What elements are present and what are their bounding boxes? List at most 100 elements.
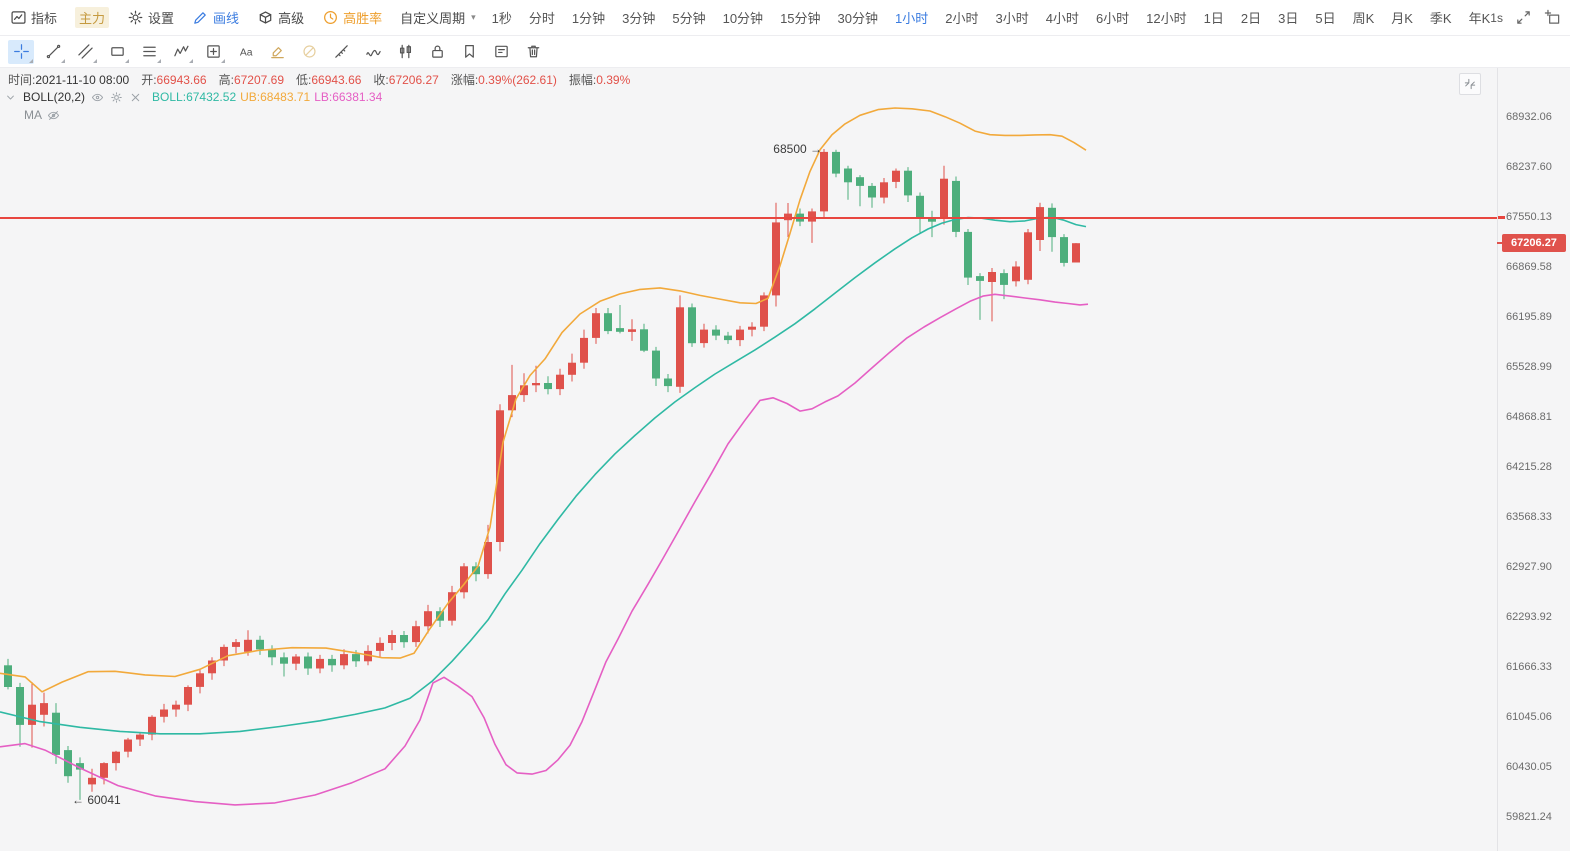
timeframe-月K[interactable]: 月K bbox=[1391, 11, 1413, 26]
wave-pattern-tool[interactable] bbox=[168, 40, 194, 64]
timeframe-1日[interactable]: 1日 bbox=[1203, 11, 1224, 26]
rectangle-tool[interactable] bbox=[104, 40, 130, 64]
candle-body bbox=[676, 307, 684, 387]
candle-body bbox=[496, 410, 504, 542]
alert-line-tick bbox=[1498, 216, 1505, 220]
candle-body bbox=[580, 337, 588, 363]
toolbar-item-draw-line[interactable]: 画线 bbox=[192, 8, 239, 27]
dropdown-corner bbox=[189, 58, 193, 63]
timeframe-5分钟[interactable]: 5分钟 bbox=[672, 11, 706, 26]
freehand-icon bbox=[365, 49, 381, 57]
candle-body bbox=[1072, 243, 1080, 263]
freehand-tool[interactable] bbox=[360, 40, 386, 64]
timeframe-6小时[interactable]: 6小时 bbox=[1095, 11, 1130, 26]
boll-indicator-row: BOLL(20,2) BOLL:67432.52 UB:68483.71 LB:66… bbox=[4, 90, 382, 104]
toolbar-item-indicator[interactable]: 指标 bbox=[10, 8, 57, 27]
order-note-icon bbox=[494, 45, 508, 58]
fullscreen-icon[interactable] bbox=[1515, 9, 1532, 26]
ruler-icon bbox=[334, 45, 348, 58]
marker-pen-tool[interactable] bbox=[264, 40, 290, 64]
timeframe-季K[interactable]: 季K bbox=[1429, 11, 1452, 26]
timeframe-1秒[interactable]: 1秒 bbox=[491, 11, 512, 26]
timeframe-4小时[interactable]: 4小时 bbox=[1045, 11, 1079, 26]
candle-body bbox=[232, 642, 240, 647]
candle-body bbox=[244, 639, 252, 652]
candle-body bbox=[712, 329, 720, 336]
candle-body bbox=[556, 374, 564, 390]
axis-label: 64215.28 bbox=[1506, 460, 1552, 473]
text-tool[interactable]: Aa bbox=[232, 40, 258, 64]
crosshair-tool[interactable] bbox=[8, 39, 34, 64]
gear-icon[interactable] bbox=[110, 91, 123, 104]
order-note-tool[interactable] bbox=[488, 40, 514, 64]
timeframe-年K[interactable]: 年K bbox=[1468, 11, 1491, 26]
add-window-icon[interactable] bbox=[1544, 9, 1561, 26]
chevron-down-icon: ▾ bbox=[471, 12, 476, 22]
cube-icon bbox=[259, 11, 272, 24]
candle-body bbox=[1048, 207, 1056, 238]
timeframe-周K[interactable]: 周K bbox=[1352, 11, 1375, 26]
toolbar-item-custom-period[interactable]: 自定义周期 ▾ bbox=[400, 11, 476, 26]
reset-view-button[interactable] bbox=[1459, 73, 1481, 95]
timeframe-10分钟[interactable]: 10分钟 bbox=[722, 11, 764, 26]
eraser-tool[interactable] bbox=[296, 40, 322, 64]
timeframe-1分钟[interactable]: 1分钟 bbox=[571, 11, 606, 26]
delete-tool[interactable] bbox=[520, 40, 546, 64]
candle-body bbox=[448, 592, 456, 621]
candle-body bbox=[832, 151, 840, 174]
close-icon[interactable] bbox=[129, 91, 142, 104]
kline-pattern-icon bbox=[399, 44, 411, 59]
candle-body bbox=[964, 231, 972, 278]
timeframe-12小时[interactable]: 12小时 bbox=[1146, 11, 1187, 26]
parallel-lines-tool[interactable] bbox=[72, 40, 98, 64]
candlestick-chart[interactable]: 68500 → ← 60041 bbox=[0, 68, 1497, 851]
lock-tool[interactable] bbox=[424, 40, 450, 64]
candle-body bbox=[220, 646, 228, 661]
eye-icon[interactable] bbox=[91, 91, 104, 104]
timeframe-30分钟[interactable]: 30分钟 bbox=[837, 11, 878, 26]
candle-body bbox=[64, 750, 72, 777]
text-icon: Aa bbox=[239, 47, 252, 58]
timeframe-1小时[interactable]: 1小时 bbox=[895, 11, 929, 26]
candle-body bbox=[592, 313, 600, 338]
chevron-down-icon[interactable] bbox=[4, 91, 17, 104]
pencil-icon bbox=[194, 12, 206, 24]
ruler-tool[interactable] bbox=[328, 40, 354, 64]
measure-grid-tool[interactable] bbox=[200, 40, 226, 64]
toolbar-item-main-force[interactable]: 主力 bbox=[75, 7, 110, 28]
candle-body bbox=[544, 383, 552, 390]
timeframe-5日[interactable]: 5日 bbox=[1315, 11, 1336, 26]
dropdown-corner bbox=[61, 58, 65, 63]
candles bbox=[4, 149, 1080, 800]
chart-area[interactable]: 68500 → ← 60041 时间:2021-11-10 08:00 开:6694… bbox=[0, 68, 1570, 851]
candle-body bbox=[412, 626, 420, 643]
timeframe-15分钟[interactable]: 15分钟 bbox=[780, 11, 821, 26]
timeframe-3分钟[interactable]: 3分钟 bbox=[622, 11, 656, 26]
top-toolbar: 指标 主力 设置 画线 高级 高胜率 自定义周期 ▾ 1秒 分时 1分钟 3分钟 5分钟 10分钟 15分… bbox=[0, 0, 1570, 36]
candle-body bbox=[700, 329, 708, 344]
candle-body bbox=[136, 734, 144, 740]
kline-pattern-tool[interactable] bbox=[392, 40, 418, 64]
candle-body bbox=[736, 329, 744, 341]
toolbar-item-settings[interactable]: 设置 bbox=[127, 8, 174, 27]
timeframe-分时[interactable]: 分时 bbox=[528, 11, 555, 26]
toolbar-item-win-rate[interactable]: 高胜率 bbox=[322, 8, 382, 27]
candle-body bbox=[784, 213, 792, 221]
fib-lines-tool[interactable] bbox=[136, 40, 162, 64]
candle-body bbox=[364, 650, 372, 662]
timeframe-2日[interactable]: 2日 bbox=[1240, 11, 1262, 26]
candle-body bbox=[940, 178, 948, 218]
timeframe-2小时[interactable]: 2小时 bbox=[945, 11, 979, 26]
timeframe-3日[interactable]: 3日 bbox=[1278, 11, 1299, 26]
price-axis[interactable]: 68932.06 68237.60 67550.13 66869.58 66195.89… bbox=[1497, 68, 1570, 851]
candle-body bbox=[52, 712, 60, 755]
bookmark-tool[interactable] bbox=[456, 40, 482, 64]
reset-view-icon bbox=[1464, 78, 1476, 90]
toolbar-item-advanced[interactable]: 高级 bbox=[257, 8, 304, 27]
dropdown-corner bbox=[157, 58, 161, 63]
trend-line-tool[interactable] bbox=[40, 40, 66, 64]
candle-body bbox=[124, 739, 132, 752]
timeframe-3小时[interactable]: 3小时 bbox=[995, 11, 1029, 26]
eye-off-icon[interactable] bbox=[47, 109, 60, 122]
boll-mid-band bbox=[0, 216, 1087, 735]
